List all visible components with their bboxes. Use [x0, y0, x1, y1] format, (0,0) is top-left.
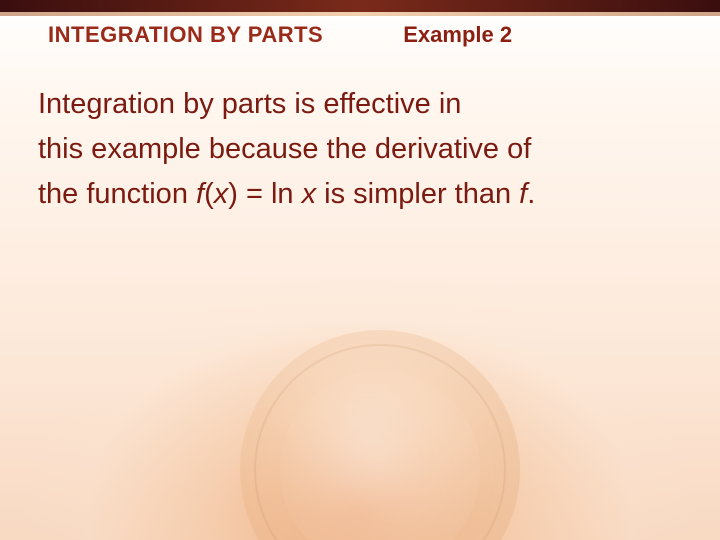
slide: INTEGRATION BY PARTS Example 2 Integrati… — [0, 0, 720, 540]
math-ln-n: n — [277, 178, 301, 210]
text-run: ) = — [228, 178, 271, 210]
text-period: . — [527, 178, 535, 210]
math-x2: x — [302, 178, 317, 210]
body-line-1: Integration by parts is effective in — [38, 82, 680, 127]
slide-title: INTEGRATION BY PARTS — [48, 22, 323, 48]
header: INTEGRATION BY PARTS Example 2 — [48, 22, 680, 48]
math-f: f — [196, 178, 204, 210]
text-run: is simpler than — [316, 178, 519, 210]
math-x: x — [214, 178, 229, 210]
body-line-2: this example because the derivative of — [38, 127, 680, 172]
body-line-3: the function f(x) = ln x is simpler than… — [38, 172, 680, 217]
example-label: Example 2 — [403, 22, 512, 48]
clock-watermark — [240, 330, 520, 540]
top-accent-bar — [0, 0, 720, 12]
text-run: ( — [204, 178, 214, 210]
body-text: Integration by parts is effective in thi… — [38, 82, 680, 217]
text-run: the function — [38, 178, 196, 210]
